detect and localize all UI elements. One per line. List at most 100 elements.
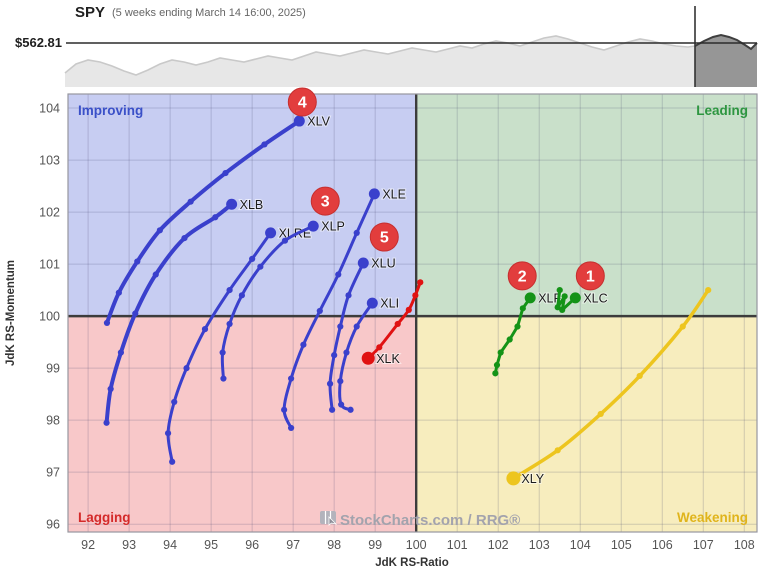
x-tick-101: 101 bbox=[447, 538, 468, 552]
stockcharts-logo-icon bbox=[320, 511, 338, 526]
badge-1[interactable]: 1 bbox=[575, 261, 605, 291]
XLV-tail-dot bbox=[156, 227, 163, 234]
XLF-tail-dot bbox=[519, 305, 526, 312]
XLP-label[interactable]: XLP bbox=[320, 219, 346, 235]
badge-5-circle bbox=[369, 222, 399, 252]
XLP-head-dot[interactable] bbox=[307, 220, 319, 232]
trail-XLP: XLP 3 bbox=[219, 186, 346, 382]
XLI-tail-dot bbox=[353, 323, 360, 330]
badge-3-number: 3 bbox=[321, 194, 330, 211]
XLU-head-dot[interactable] bbox=[357, 257, 369, 269]
XLB-label[interactable]: XLB bbox=[239, 197, 265, 213]
XLY-tail-dot bbox=[597, 410, 604, 418]
XLU-label[interactable]: XLU bbox=[370, 256, 396, 272]
y-tick-98: 98 bbox=[46, 414, 60, 428]
badge-2-circle bbox=[507, 261, 537, 291]
XLV-tail-dot bbox=[222, 169, 229, 177]
XLE-head-dot[interactable] bbox=[368, 188, 380, 200]
XLY-head-dot[interactable] bbox=[506, 471, 521, 486]
XLRE-tail-dot bbox=[201, 326, 209, 333]
XLB-head-dot[interactable] bbox=[226, 198, 238, 210]
x-tick-100: 100 bbox=[406, 538, 427, 552]
XLY-tail-dot bbox=[705, 287, 712, 294]
badge-3[interactable]: 3 bbox=[310, 186, 340, 216]
XLI-tail-dot bbox=[343, 349, 350, 356]
quadrant-label-weakening: Weakening bbox=[677, 510, 748, 525]
trail-XLV: XLV 4 bbox=[103, 87, 332, 326]
XLK-tail-dot bbox=[376, 344, 383, 351]
XLRE-tail-dot bbox=[183, 365, 190, 372]
badge-3-circle bbox=[310, 186, 340, 216]
badge-5-number: 5 bbox=[380, 230, 389, 247]
XLP-tail-dot bbox=[226, 320, 233, 328]
y-tick-96: 96 bbox=[46, 518, 60, 532]
XLV-tail-dot bbox=[103, 319, 111, 326]
spy-last-price: $562.81 bbox=[15, 35, 62, 50]
XLC-label[interactable]: XLC bbox=[582, 290, 608, 306]
watermark-text: StockCharts.com / RRG® bbox=[340, 512, 520, 529]
trail-XLE: XLE bbox=[281, 186, 407, 432]
trail-XLI: XLI bbox=[337, 296, 400, 413]
stockcharts-watermark: StockCharts.com / RRG® bbox=[320, 511, 520, 529]
badge-1-circle bbox=[575, 261, 605, 291]
XLF-head-dot[interactable] bbox=[524, 292, 536, 304]
XLK-head-dot[interactable] bbox=[361, 351, 375, 365]
x-tick-104: 104 bbox=[570, 538, 591, 552]
x-tick-102: 102 bbox=[488, 538, 509, 552]
trail-XLK: XLK bbox=[361, 279, 424, 367]
XLV-tail-dot bbox=[261, 141, 268, 148]
quadrant-lagging bbox=[68, 316, 417, 532]
XLP-tail-dot bbox=[281, 237, 289, 244]
XLRE-head-dot[interactable] bbox=[265, 227, 277, 239]
x-tick-97: 97 bbox=[286, 538, 300, 552]
XLY-tail-dot bbox=[554, 447, 561, 454]
y-tick-97: 97 bbox=[46, 466, 60, 480]
XLI-tail-dot bbox=[337, 378, 344, 385]
badge-4-circle bbox=[287, 87, 317, 117]
XLB-tail-dot bbox=[117, 349, 125, 356]
badge-5[interactable]: 5 bbox=[369, 222, 399, 252]
XLK-label[interactable]: XLK bbox=[375, 351, 401, 367]
XLU-tail-dot bbox=[337, 323, 344, 330]
XLF-tail-dot bbox=[506, 336, 513, 343]
badge-2[interactable]: 2 bbox=[507, 261, 537, 291]
XLRE-tail-dot bbox=[164, 430, 172, 437]
XLY-label[interactable]: XLY bbox=[520, 471, 545, 487]
x-axis-title: JdK RS-Ratio bbox=[375, 557, 448, 569]
trail-XLF: XLF 2 bbox=[492, 261, 562, 377]
XLU-tail-dot bbox=[331, 352, 338, 359]
y-tick-99: 99 bbox=[46, 362, 60, 376]
XLV-label[interactable]: XLV bbox=[306, 114, 331, 130]
XLU-tail-dot bbox=[329, 406, 336, 413]
XLB-tail-dot bbox=[107, 385, 114, 393]
y-axis-title: JdK RS-Momentum bbox=[5, 260, 17, 366]
spy-area-line bbox=[64, 35, 696, 76]
quadrant-weakening bbox=[416, 316, 757, 532]
XLV-tail-dot bbox=[134, 258, 141, 265]
x-tick-108: 108 bbox=[734, 538, 755, 552]
XLI-label[interactable]: XLI bbox=[379, 296, 400, 312]
XLC-head-dot[interactable] bbox=[569, 292, 581, 304]
XLE-tail-dot bbox=[335, 271, 342, 278]
rrg-plot-background bbox=[67, 93, 758, 533]
XLB-tail-dot bbox=[152, 271, 159, 278]
XLE-label[interactable]: XLE bbox=[381, 186, 407, 202]
XLE-tail-dot bbox=[281, 406, 288, 413]
spy-highlight-line bbox=[694, 33, 758, 51]
badge-4[interactable]: 4 bbox=[287, 87, 317, 117]
XLK-tail-dot bbox=[394, 320, 401, 328]
badge-2-number: 2 bbox=[518, 268, 527, 285]
XLB-tail-dot bbox=[181, 234, 188, 242]
spy-sparkline bbox=[64, 6, 758, 87]
XLI-head-dot[interactable] bbox=[366, 297, 378, 309]
trail-XLU: XLU 5 bbox=[326, 222, 399, 413]
XLV-head-dot[interactable] bbox=[293, 115, 305, 127]
y-tick-100: 100 bbox=[39, 310, 60, 324]
XLRE-tail-dot bbox=[226, 287, 233, 294]
y-tick-103: 103 bbox=[39, 154, 60, 168]
y-tick-104: 104 bbox=[39, 102, 60, 116]
XLF-label[interactable]: XLF bbox=[537, 290, 562, 306]
XLC-tail-dot bbox=[556, 287, 563, 294]
